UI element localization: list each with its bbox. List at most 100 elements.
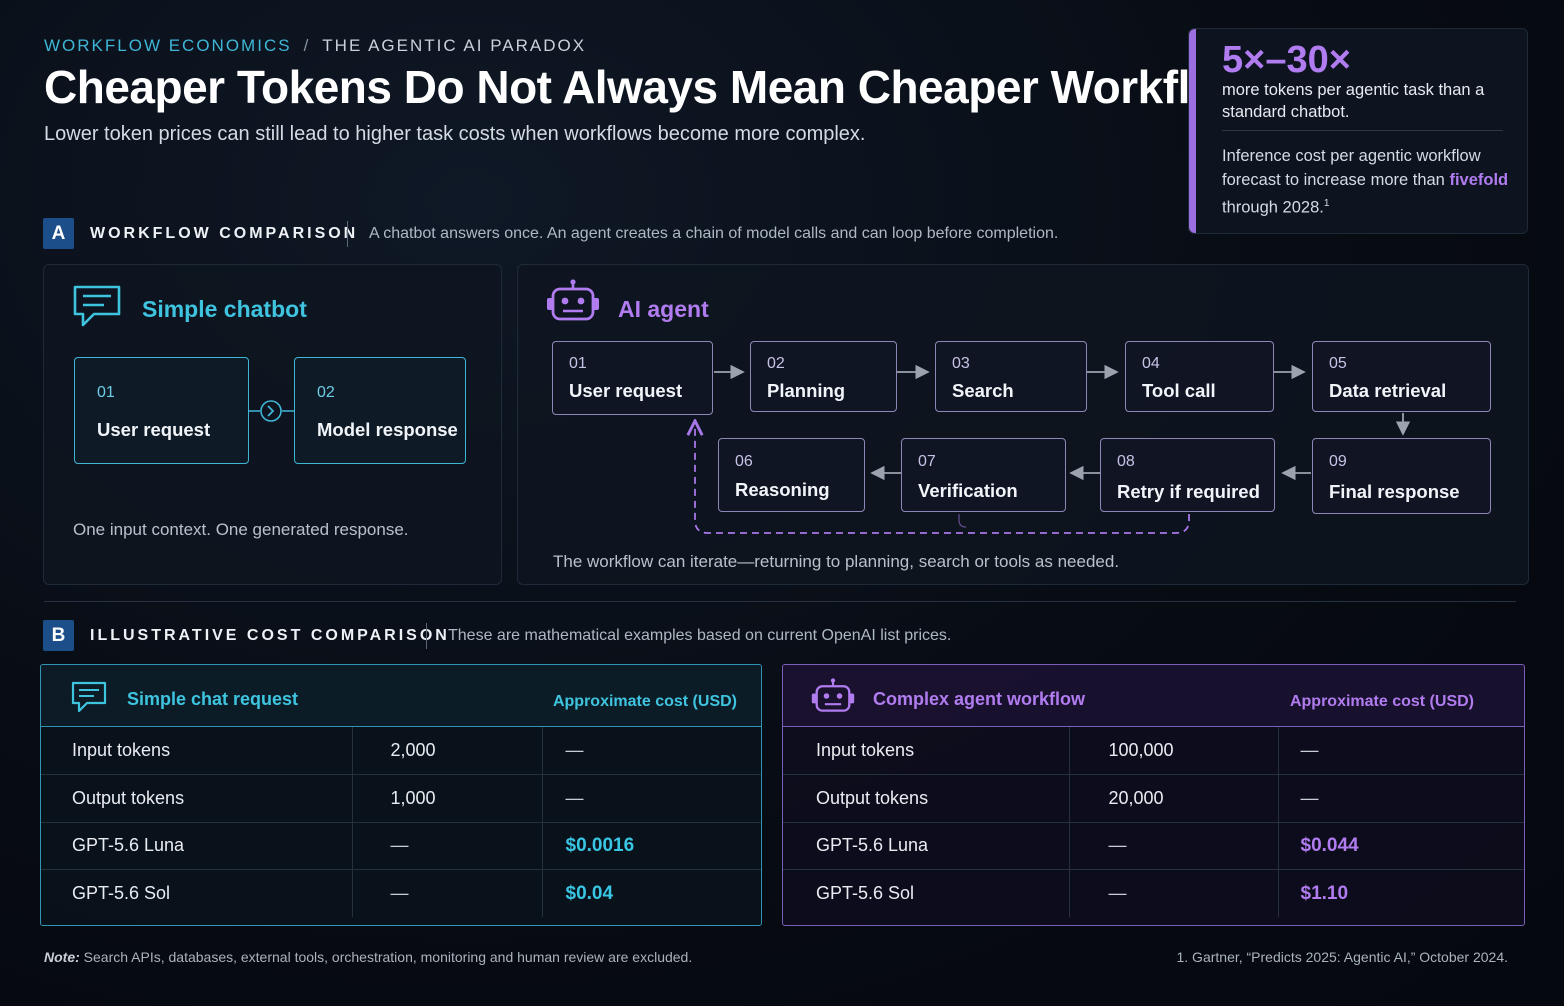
row-label: Input tokens	[41, 727, 353, 775]
step-number: 05	[1329, 355, 1347, 372]
row-value: —	[1069, 822, 1279, 870]
row-cost: $1.10	[1300, 882, 1349, 904]
chatbot-step-user-request: 01 User request	[74, 357, 249, 464]
table-row: GPT-5.6 Sol — $0.04	[41, 869, 761, 917]
section-a-title: WORKFLOW COMPARISON	[90, 225, 359, 242]
row-label: GPT-5.6 Luna	[783, 822, 1070, 870]
section-b-badge: B	[43, 620, 74, 651]
robot-icon	[547, 279, 599, 321]
table-row: Input tokens 2,000 —	[41, 727, 761, 775]
row-value: 1,000	[352, 774, 543, 823]
section-b-divider	[426, 623, 427, 649]
row-cost: —	[542, 727, 761, 775]
agent-table-body: Input tokens 100,000 — Output tokens 20,…	[783, 727, 1524, 917]
footer-reference: 1. Gartner, “Predicts 2025: Agentic AI,”…	[1176, 949, 1508, 965]
eyebrow-separator: /	[303, 36, 311, 55]
chat-cost-table: Simple chat request Approximate cost (US…	[40, 664, 762, 926]
chat-table-header: Simple chat request Approximate cost (US…	[41, 665, 761, 727]
agent-step-reasoning: 06 Reasoning	[718, 438, 865, 512]
step-number: 02	[317, 384, 335, 401]
eyebrow-category: WORKFLOW ECONOMICS	[44, 36, 292, 55]
stat-footnote-mark: 1	[1323, 198, 1330, 209]
row-label: GPT-5.6 Luna	[41, 822, 353, 870]
step-number: 07	[918, 453, 936, 470]
table-row: Input tokens 100,000 —	[783, 727, 1524, 775]
row-label: GPT-5.6 Sol	[41, 869, 353, 917]
row-value: —	[352, 822, 543, 870]
agent-title: AI agent	[618, 296, 709, 322]
stat-note: Inference cost per agentic workflow fore…	[1222, 144, 1512, 220]
agent-flow-connectors	[517, 364, 1411, 534]
row-label: GPT-5.6 Sol	[783, 869, 1070, 917]
chatbot-title: Simple chatbot	[142, 296, 307, 322]
step-number: 04	[1142, 355, 1160, 372]
row-value: 100,000	[1069, 727, 1279, 775]
agent-step-data-retrieval: 05 Data retrieval	[1312, 341, 1491, 412]
chat-cost-header: Approximate cost (USD)	[552, 693, 737, 710]
step-label: Tool call	[1142, 380, 1216, 401]
row-label: Input tokens	[783, 727, 1070, 775]
row-cost: $0.04	[565, 882, 614, 904]
agent-step-verification: 07 Verification	[901, 438, 1066, 512]
stat-divider	[1222, 130, 1503, 131]
chatbot-caption: One input context. One generated respons…	[73, 520, 409, 539]
chatbot-step-model-response: 02 Model response	[294, 357, 466, 464]
step-label: Search	[952, 380, 1014, 401]
step-number: 01	[97, 384, 115, 401]
row-cost: $0.0016	[542, 822, 761, 870]
chatbot-panel	[43, 264, 502, 585]
step-number: 09	[1329, 453, 1347, 470]
table-row: GPT-5.6 Sol — $1.10	[783, 869, 1524, 917]
footer-note-text: Search APIs, databases, external tools, …	[83, 949, 693, 965]
section-a-badge: A	[43, 218, 74, 249]
step-label: User request	[97, 419, 211, 440]
agent-caption: The workflow can iterate—returning to pl…	[553, 552, 1120, 571]
chat-table-body: Input tokens 2,000 — Output tokens 1,000…	[41, 727, 761, 917]
page-title: Cheaper Tokens Do Not Always Mean Cheape…	[44, 61, 1278, 113]
step-label: Data retrieval	[1329, 380, 1447, 401]
table-row: GPT-5.6 Luna — $0.0016	[41, 822, 761, 870]
page-subtitle: Lower token prices can still lead to hig…	[44, 123, 866, 145]
row-value: —	[1069, 869, 1279, 917]
agent-step-final-response: 09 Final response	[1312, 438, 1491, 514]
chat-table-title: Simple chat request	[127, 689, 299, 709]
section-b-title: ILLUSTRATIVE COST COMPARISON	[90, 627, 450, 644]
stat-note-tail: through 2028.	[1222, 198, 1324, 217]
section-a-divider	[347, 221, 348, 247]
stat-multiplier: 5×–30×	[1222, 39, 1351, 81]
agent-cost-table: Complex agent workflow Approximate cost …	[782, 664, 1525, 926]
step-number: 06	[735, 453, 753, 470]
step-label: Model response	[317, 419, 458, 440]
step-label: Verification	[918, 480, 1018, 501]
section-b-description: These are mathematical examples based on…	[448, 627, 952, 644]
chat-bubble-icon	[73, 285, 121, 327]
step-label: Planning	[767, 380, 846, 401]
chevron-right-icon	[249, 400, 294, 422]
row-cost: —	[542, 774, 761, 823]
stat-note-highlight: fivefold	[1449, 171, 1509, 189]
step-number: 01	[569, 355, 587, 372]
step-number: 02	[767, 355, 785, 372]
row-cost: $0.044	[1278, 822, 1524, 870]
row-cost: —	[1278, 727, 1524, 775]
step-number: 08	[1117, 453, 1135, 470]
stat-description: more tokens per agentic task than a stan…	[1222, 81, 1485, 121]
agent-table-header: Complex agent workflow Approximate cost …	[783, 665, 1524, 727]
stat-card: 5×–30× more tokens per agentic task than…	[1188, 28, 1528, 234]
row-label: Output tokens	[41, 774, 353, 823]
row-value: 20,000	[1069, 774, 1279, 823]
agent-step-retry: 08 Retry if required	[1100, 438, 1275, 512]
agent-table-title: Complex agent workflow	[873, 689, 1086, 709]
agent-step-planning: 02 Planning	[750, 341, 897, 412]
stat-note-text: Inference cost per agentic workflow fore…	[1222, 147, 1481, 189]
eyebrow: WORKFLOW ECONOMICS / THE AGENTIC AI PARADO…	[44, 36, 586, 56]
row-cost: —	[1278, 774, 1524, 823]
agent-step-search: 03 Search	[935, 341, 1087, 412]
agent-panel	[517, 264, 1529, 585]
step-label: User request	[569, 380, 683, 401]
chat-bubble-icon	[71, 681, 107, 713]
step-number: 03	[952, 355, 970, 372]
robot-icon	[811, 678, 855, 712]
table-row: Output tokens 20,000 —	[783, 774, 1524, 823]
table-row: Output tokens 1,000 —	[41, 774, 761, 823]
